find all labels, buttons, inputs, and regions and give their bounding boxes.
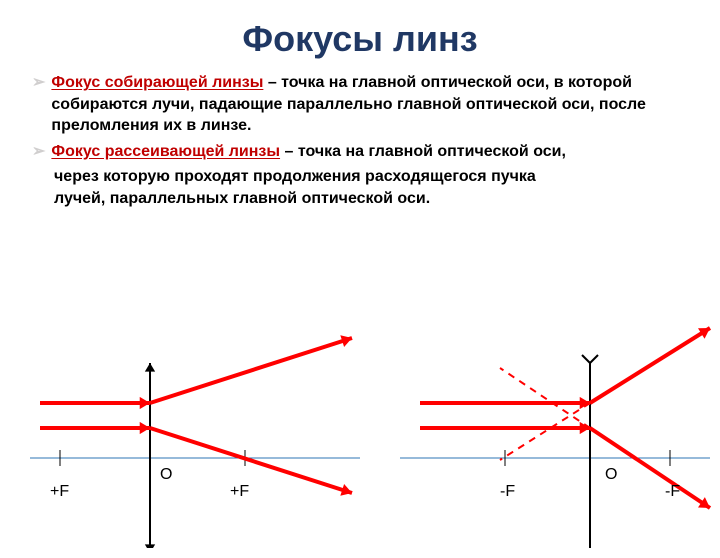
label-converging-O: O <box>160 466 172 484</box>
label-diverging-F-right: -F <box>665 483 680 501</box>
chevron-right-icon: ➢ <box>32 72 45 94</box>
lens-diagrams: O +F +F O -F -F <box>0 288 720 548</box>
label-diverging-O: O <box>605 466 617 484</box>
def-diverging-line1: – точка на главной оптической оси, <box>280 143 566 160</box>
bullet-diverging: ➢ Фокус рассеивающей линзы – точка на гл… <box>32 141 688 163</box>
lens-diagram-svg <box>0 288 720 548</box>
label-converging-F-right: +F <box>230 483 249 501</box>
page-title: Фокусы линз <box>0 18 720 60</box>
bullet-converging: ➢ Фокус собирающей линзы – точка на глав… <box>32 72 688 137</box>
definitions-block: ➢ Фокус собирающей линзы – точка на глав… <box>0 72 720 210</box>
def-diverging-line2: через которую проходят продолжения расхо… <box>54 166 688 188</box>
def-diverging-line3: лучей, параллельных главной оптической о… <box>54 188 688 210</box>
term-converging: Фокус собирающей линзы <box>51 74 263 91</box>
chevron-right-icon: ➢ <box>32 141 45 163</box>
label-converging-F-left: +F <box>50 483 69 501</box>
label-diverging-F-left: -F <box>500 483 515 501</box>
term-diverging: Фокус рассеивающей линзы <box>51 143 280 160</box>
